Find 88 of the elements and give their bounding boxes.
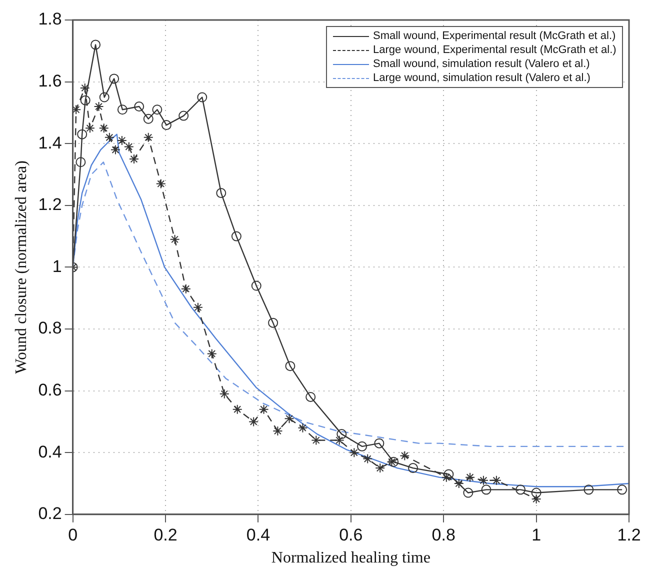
point: [444, 469, 454, 480]
legend-label: Small wound, simulation result (Valero et al.): [373, 57, 590, 71]
x-tick-label: 0.2: [154, 525, 178, 544]
x-tick-label: 1: [532, 525, 542, 544]
legend-label: Large wound, simulation result (Valero et al.): [373, 71, 590, 85]
point: [156, 178, 166, 189]
point: [334, 435, 344, 446]
y-tick-label: 0.8: [38, 318, 62, 338]
x-tick-label: 0: [68, 525, 78, 544]
legend-label: Large wound, Experimental result (McGrath et al.): [373, 43, 616, 57]
point: [232, 404, 242, 414]
point: [206, 348, 217, 359]
point: [143, 132, 154, 142]
point: [80, 82, 90, 93]
point: [454, 478, 464, 488]
point: [531, 488, 542, 498]
point: [219, 388, 230, 399]
x-axis-title: Normalized healing time: [271, 550, 430, 567]
point: [311, 435, 322, 446]
point: [285, 361, 296, 372]
line-series: [72, 162, 626, 448]
point: [90, 40, 101, 50]
point: [336, 429, 347, 440]
point: [170, 234, 180, 244]
y-tick-label: 1.6: [38, 71, 62, 90]
point: [272, 426, 283, 436]
point: [465, 472, 476, 482]
point: [72, 104, 82, 115]
point: [129, 154, 140, 164]
point: [481, 484, 492, 495]
point: [617, 484, 628, 495]
point: [178, 110, 189, 121]
y-tick-label: 1.2: [38, 195, 62, 214]
y-tick-label: 0.4: [38, 442, 62, 462]
x-tick-label: 0.6: [339, 525, 363, 544]
legend-label: Small wound, Experimental result (McGrath et al.): [373, 29, 616, 43]
point: [99, 92, 110, 102]
point: [143, 114, 154, 124]
point: [306, 392, 316, 402]
point: [248, 416, 259, 427]
point: [84, 123, 95, 134]
point: [152, 104, 162, 115]
x-tick-label: 0.8: [432, 525, 456, 544]
point: [76, 157, 86, 168]
point: [357, 441, 368, 452]
point: [516, 484, 526, 495]
point: [98, 123, 109, 134]
point: [298, 422, 308, 433]
point: [110, 144, 120, 155]
point: [463, 488, 474, 498]
point: [441, 472, 452, 482]
point: [124, 142, 134, 152]
point: [116, 136, 127, 146]
point: [491, 475, 502, 486]
x-tick-label: 0.4: [246, 525, 270, 544]
point: [408, 463, 418, 474]
point: [77, 129, 88, 140]
point: [216, 188, 226, 198]
point: [268, 318, 278, 328]
point: [251, 280, 262, 291]
point: [109, 74, 120, 84]
x-tick-label: 1.2: [617, 525, 641, 544]
point: [104, 132, 114, 142]
y-axis-title: Wound closure (normalized area): [12, 160, 30, 374]
point: [374, 438, 384, 448]
point: [478, 475, 488, 486]
y-tick-label: 0.6: [38, 380, 62, 400]
point: [80, 95, 90, 106]
point: [258, 404, 269, 414]
point: [531, 494, 542, 504]
point: [349, 448, 360, 458]
point: [192, 302, 203, 312]
point: [362, 454, 373, 464]
point: [161, 120, 172, 130]
y-tick-label: 1: [52, 256, 62, 276]
point: [180, 284, 191, 294]
point: [117, 104, 128, 115]
point: [375, 463, 386, 474]
point: [94, 102, 104, 112]
point: [134, 102, 144, 112]
point: [231, 231, 242, 242]
y-tick-label: 0.2: [38, 504, 62, 524]
point: [197, 92, 208, 102]
y-tick-label: 1.8: [38, 10, 62, 29]
point: [284, 414, 294, 424]
point: [584, 484, 594, 495]
y-tick-label: 1.4: [38, 133, 62, 152]
point: [400, 450, 410, 461]
